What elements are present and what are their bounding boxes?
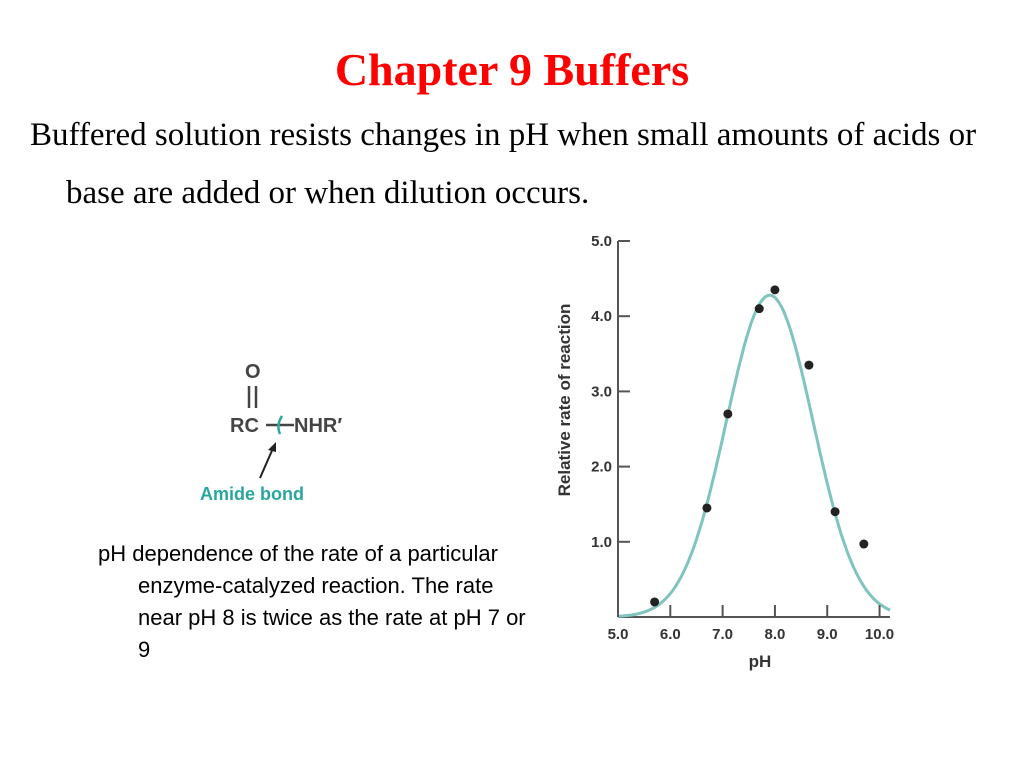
amide-arrow-line [259, 445, 275, 479]
data-point [754, 304, 764, 314]
data-point [702, 503, 712, 513]
amide-left-group: RC [230, 415, 259, 437]
slide-body-text: Buffered solution resists changes in pH … [30, 117, 977, 211]
data-points-layer [650, 285, 869, 607]
x-tick-label: 9.0 [817, 626, 838, 643]
x-tick-label: 7.0 [712, 626, 733, 643]
amide-bond-label: Amide bond [200, 484, 304, 504]
amide-oxygen: O [245, 361, 261, 383]
data-point [770, 285, 780, 295]
amide-right-group: NHR′ [294, 415, 342, 437]
fit-curve [617, 293, 891, 618]
data-point [830, 507, 840, 517]
slide-title: Chapter 9 Buffers [334, 44, 690, 95]
y-tick-label: 1.0 [591, 534, 612, 551]
amide-bond-diagram: O RC NHR′ Amide bond [200, 361, 342, 504]
data-point [650, 597, 660, 607]
x-tick-label: 6.0 [660, 626, 681, 643]
y-axis-label: Relative rate of reaction [555, 304, 574, 497]
x-tick-label: 5.0 [608, 626, 629, 643]
y-tick-label: 5.0 [591, 233, 612, 250]
tick-labels-layer: 1.0 2.0 3.0 4.0 5.0 5.0 6.0 7.0 8.0 9.0 10.0 [591, 233, 894, 643]
fit-curve-layer [617, 293, 891, 618]
data-point [723, 409, 733, 419]
ph-rate-chart: 1.0 2.0 3.0 4.0 5.0 5.0 6.0 7.0 8.0 9.0 10.0 pH Re… [555, 233, 894, 671]
x-tick-label: 8.0 [764, 626, 785, 643]
y-tick-label: 2.0 [591, 459, 612, 476]
x-tick-label: 10.0 [865, 626, 894, 643]
x-axis-label: pH [749, 652, 772, 671]
amide-arrow-head [268, 442, 276, 452]
chart-axes [617, 241, 890, 618]
y-tick-label: 3.0 [591, 383, 612, 400]
y-tick-label: 4.0 [591, 308, 612, 325]
data-point [859, 539, 869, 549]
data-point [804, 360, 814, 370]
bond-break-mark [277, 415, 284, 435]
figure-caption: pH dependence of the rate of a particula… [98, 541, 526, 662]
